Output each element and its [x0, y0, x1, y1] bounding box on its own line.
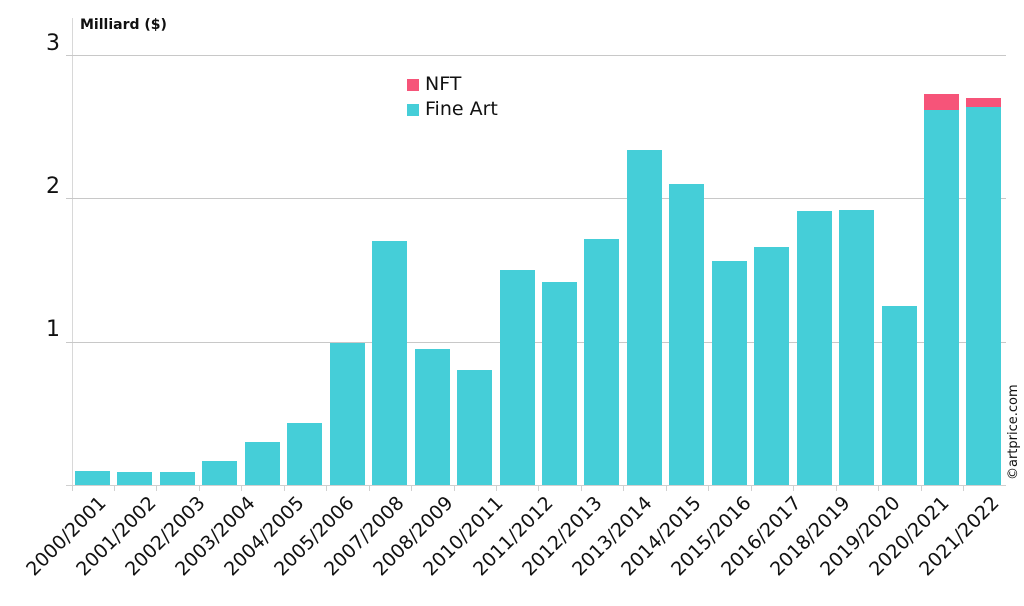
bar-nft — [924, 93, 959, 110]
copyright-credit: ©artprice.com — [1006, 384, 1021, 480]
x-tick — [326, 486, 328, 491]
x-tick — [368, 486, 370, 491]
x-tick — [750, 486, 752, 491]
x-tick — [71, 486, 73, 491]
bar-fine-art — [626, 149, 662, 485]
bar-fine-art — [669, 184, 705, 485]
gridline — [66, 55, 1006, 56]
bar-fine-art — [75, 470, 110, 485]
fine-art-swatch-icon — [407, 103, 419, 116]
x-tick — [496, 486, 497, 491]
x-tick — [156, 486, 158, 491]
x-tick — [113, 486, 115, 491]
bar-fine-art — [457, 370, 493, 485]
gridline — [66, 342, 1006, 343]
x-tick — [708, 486, 710, 491]
x-tick — [453, 486, 455, 491]
y-axis-unit-label: Milliard ($) — [80, 17, 167, 33]
y-axis-line — [72, 18, 73, 486]
legend-item-nft: NFT — [407, 72, 498, 97]
x-tick — [241, 486, 243, 491]
bar-fine-art — [541, 281, 577, 485]
bar-fine-art — [244, 442, 280, 485]
x-tick — [580, 486, 582, 491]
x-tick — [835, 486, 837, 491]
legend-label-fine-art: Fine Art — [425, 98, 498, 120]
bar-fine-art — [796, 211, 832, 485]
x-tick — [878, 486, 880, 491]
x-tick — [962, 486, 964, 491]
bar-fine-art — [287, 423, 323, 485]
x-tick — [793, 486, 795, 491]
legend-label-nft: NFT — [425, 73, 462, 95]
x-tick — [623, 486, 625, 491]
bar-fine-art — [966, 106, 1002, 485]
bar-fine-art — [584, 238, 620, 485]
bar-fine-art — [881, 305, 917, 485]
x-tick — [665, 486, 667, 491]
legend: NFT Fine Art — [407, 72, 498, 122]
bar-fine-art — [924, 109, 959, 485]
bar-fine-art — [711, 261, 747, 485]
bar-fine-art — [202, 460, 238, 485]
x-tick — [198, 486, 200, 491]
x-tick — [920, 486, 922, 491]
bar-fine-art — [839, 209, 875, 485]
legend-item-fine-art: Fine Art — [407, 97, 498, 122]
bar-nft — [966, 98, 1002, 107]
bar-fine-art — [117, 472, 153, 485]
x-tick — [538, 486, 540, 491]
bar-fine-art — [372, 241, 408, 485]
bar-fine-art — [754, 247, 790, 485]
y-tick-2: 2 — [46, 174, 60, 199]
bar-fine-art — [329, 343, 365, 485]
bar-fine-art — [499, 270, 535, 485]
y-tick-3: 3 — [46, 31, 60, 56]
bar-fine-art — [414, 348, 450, 485]
bar-fine-art — [159, 472, 195, 485]
gridline — [66, 198, 1006, 199]
x-axis-line — [66, 485, 1006, 486]
nft-swatch-icon — [407, 78, 419, 91]
x-tick — [411, 486, 413, 491]
x-tick — [283, 486, 285, 491]
y-tick-1: 1 — [46, 317, 60, 342]
